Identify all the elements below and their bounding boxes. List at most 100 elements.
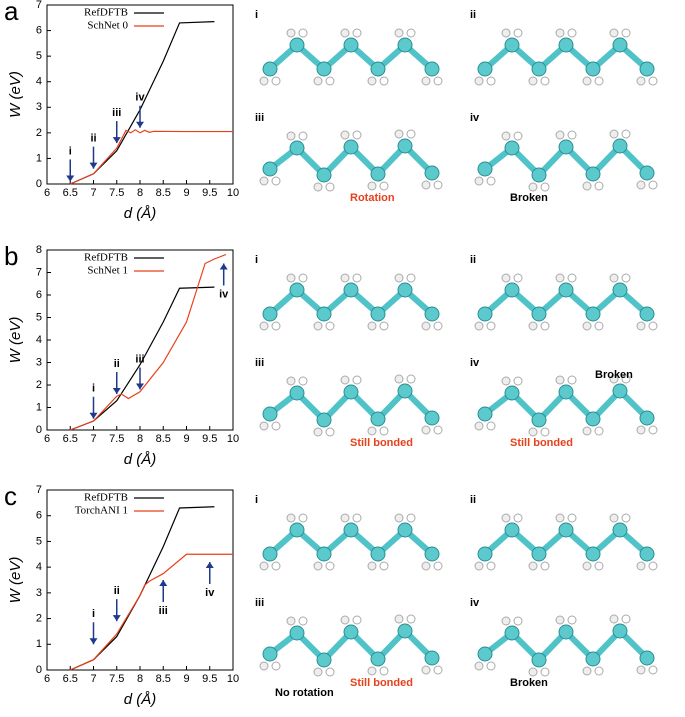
carbon: [424, 165, 440, 181]
hydrogen: [421, 76, 431, 86]
carbon: [477, 61, 493, 77]
hydrogen: [501, 376, 511, 386]
hydrogen: [474, 76, 484, 86]
hydrogen: [594, 666, 604, 676]
plot-frame: [46, 249, 234, 431]
carbon: [397, 623, 413, 639]
hydrogen: [582, 426, 592, 436]
hydrogen: [433, 425, 443, 435]
arrow-label: iii: [135, 353, 144, 365]
carbon: [477, 161, 493, 177]
snapshot-label: iii: [255, 597, 264, 609]
hydrogen: [394, 129, 404, 139]
carbon: [558, 282, 574, 298]
carbon: [612, 37, 628, 53]
x-tick-label: 7: [90, 673, 96, 685]
carbon: [424, 410, 440, 426]
snapshot-label: iv: [470, 597, 480, 609]
carbon: [585, 651, 601, 667]
carbon: [262, 406, 278, 422]
arrow-label: iv: [219, 288, 229, 300]
hydrogen: [271, 321, 281, 331]
x-tick-label: 8: [137, 187, 143, 199]
molecule: [259, 513, 443, 571]
snapshot-label: iv: [470, 357, 480, 369]
arrow-head: [112, 137, 121, 144]
arrow-head: [136, 121, 144, 128]
carbon: [558, 624, 574, 640]
hydrogen: [555, 28, 565, 38]
hydrogen: [325, 321, 335, 331]
snapshot-note: Still bonded: [350, 677, 413, 689]
carbon: [558, 522, 574, 538]
hydrogen: [648, 425, 658, 435]
hydrogen: [621, 513, 631, 523]
hydrogen: [340, 130, 350, 140]
hydrogen: [636, 561, 646, 571]
arrow-head: [112, 388, 121, 394]
snapshot-label: ii: [470, 9, 476, 21]
molecule: [474, 129, 658, 192]
hydrogen: [325, 561, 335, 571]
snapshot-note: Broken: [510, 677, 548, 689]
hydrogen: [325, 182, 335, 192]
y-tick-label: 4: [36, 334, 42, 346]
panel-label: b: [4, 241, 18, 271]
hydrogen: [648, 665, 658, 675]
arrow-label: iii: [112, 107, 121, 119]
y-tick-label: 4: [36, 76, 42, 88]
hydrogen: [567, 28, 577, 38]
hydrogen: [286, 376, 296, 386]
hydrogen: [474, 661, 484, 671]
hydrogen: [540, 321, 550, 331]
y-tick-label: 5: [36, 311, 42, 323]
hydrogen: [486, 421, 496, 431]
hydrogen: [567, 615, 577, 625]
hydrogen: [286, 28, 296, 38]
hydrogen: [340, 615, 350, 625]
hydrogen: [582, 321, 592, 331]
y-axis-label: W (eV): [7, 317, 24, 364]
hydrogen: [486, 321, 496, 331]
y-tick-label: 1: [36, 152, 42, 164]
series-line: [70, 553, 233, 671]
hydrogen: [513, 616, 523, 626]
carbon: [289, 282, 305, 298]
hydrogen: [486, 176, 496, 186]
carbon: [343, 522, 359, 538]
carbon: [316, 167, 332, 183]
hydrogen: [259, 76, 269, 86]
hydrogen: [313, 321, 323, 331]
hydrogen: [271, 76, 281, 86]
carbon: [424, 61, 440, 77]
hydrogen: [433, 665, 443, 675]
snapshot-label: iv: [470, 112, 480, 124]
hydrogen: [486, 561, 496, 571]
carbon: [639, 650, 655, 666]
carbon: [289, 37, 305, 53]
carbon: [504, 282, 520, 298]
snapshot-label: i: [255, 9, 258, 21]
hydrogen: [567, 513, 577, 523]
hydrogen: [528, 76, 538, 86]
carbon: [504, 385, 520, 401]
arrow-head: [159, 580, 168, 586]
hydrogen: [394, 614, 404, 624]
arrow-head: [89, 412, 98, 419]
hydrogen: [421, 561, 431, 571]
hydrogen: [594, 561, 604, 571]
hydrogen: [421, 180, 431, 190]
x-tick-label: 7: [90, 187, 96, 199]
carbon: [585, 166, 601, 182]
hydrogen: [594, 426, 604, 436]
carbon: [397, 282, 413, 298]
x-axis-label: d (Å): [124, 451, 157, 468]
hydrogen: [394, 374, 404, 384]
y-tick-label: 6: [36, 289, 42, 301]
y-tick-label: 5: [36, 50, 42, 62]
molecule: [259, 129, 443, 192]
arrow-head: [89, 638, 98, 645]
snapshot-label: i: [255, 494, 258, 506]
carbon: [289, 140, 305, 156]
hydrogen: [513, 513, 523, 523]
